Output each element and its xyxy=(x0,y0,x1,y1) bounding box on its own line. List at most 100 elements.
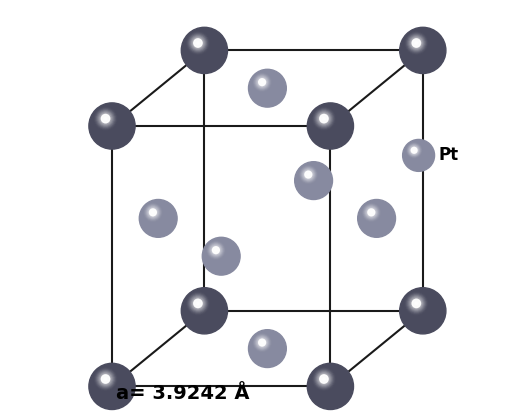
Circle shape xyxy=(249,330,286,368)
Circle shape xyxy=(323,118,325,120)
Circle shape xyxy=(307,363,353,410)
Circle shape xyxy=(412,299,421,307)
Circle shape xyxy=(256,76,268,88)
Circle shape xyxy=(98,372,113,386)
Circle shape xyxy=(315,370,333,388)
Circle shape xyxy=(256,336,268,349)
Circle shape xyxy=(323,378,325,380)
Circle shape xyxy=(409,145,419,155)
Circle shape xyxy=(181,288,227,334)
Circle shape xyxy=(253,333,271,352)
Circle shape xyxy=(411,147,417,153)
Circle shape xyxy=(299,166,317,183)
Circle shape xyxy=(145,205,161,220)
Circle shape xyxy=(302,168,314,181)
Circle shape xyxy=(405,32,428,55)
Circle shape xyxy=(192,297,204,310)
Circle shape xyxy=(318,112,330,125)
Circle shape xyxy=(253,334,271,351)
Circle shape xyxy=(212,247,220,254)
Circle shape xyxy=(194,299,202,307)
Circle shape xyxy=(364,205,378,219)
Circle shape xyxy=(367,208,376,217)
Circle shape xyxy=(412,39,421,47)
Circle shape xyxy=(312,107,336,130)
Circle shape xyxy=(414,301,419,305)
Circle shape xyxy=(295,162,333,200)
Circle shape xyxy=(195,300,201,307)
Circle shape xyxy=(407,143,422,158)
Circle shape xyxy=(147,206,159,218)
Circle shape xyxy=(301,168,315,181)
Circle shape xyxy=(414,41,419,45)
Circle shape xyxy=(406,32,427,54)
Circle shape xyxy=(210,244,222,256)
Circle shape xyxy=(363,204,380,221)
Circle shape xyxy=(206,241,225,260)
Circle shape xyxy=(400,288,446,334)
Circle shape xyxy=(406,142,422,158)
Circle shape xyxy=(258,338,266,347)
Circle shape xyxy=(413,300,420,307)
Circle shape xyxy=(400,27,446,74)
Circle shape xyxy=(193,38,203,48)
Circle shape xyxy=(148,207,158,218)
Circle shape xyxy=(314,370,334,389)
Circle shape xyxy=(254,335,270,350)
Circle shape xyxy=(214,248,218,252)
Circle shape xyxy=(191,296,205,311)
Circle shape xyxy=(408,144,420,156)
Circle shape xyxy=(304,170,313,179)
Circle shape xyxy=(258,339,266,346)
Circle shape xyxy=(104,377,108,381)
Circle shape xyxy=(358,200,396,237)
Circle shape xyxy=(322,116,326,121)
Circle shape xyxy=(412,148,416,152)
Circle shape xyxy=(189,34,208,52)
Circle shape xyxy=(321,116,327,122)
Circle shape xyxy=(257,77,267,87)
Circle shape xyxy=(320,375,328,383)
Circle shape xyxy=(260,79,265,85)
Circle shape xyxy=(318,373,330,386)
Circle shape xyxy=(211,245,221,255)
Circle shape xyxy=(209,243,223,257)
Circle shape xyxy=(316,111,332,126)
Circle shape xyxy=(190,34,206,52)
Circle shape xyxy=(139,200,177,237)
Circle shape xyxy=(194,299,202,307)
Circle shape xyxy=(306,172,311,177)
Circle shape xyxy=(254,74,270,90)
Circle shape xyxy=(313,368,335,390)
Circle shape xyxy=(193,298,203,309)
Circle shape xyxy=(368,209,375,216)
Circle shape xyxy=(194,39,202,47)
Circle shape xyxy=(258,78,266,87)
Circle shape xyxy=(258,339,266,346)
Circle shape xyxy=(370,212,372,213)
Circle shape xyxy=(150,209,156,216)
Circle shape xyxy=(255,336,269,349)
Circle shape xyxy=(410,146,419,155)
Circle shape xyxy=(313,108,335,129)
Circle shape xyxy=(258,79,266,86)
Circle shape xyxy=(196,41,200,45)
Circle shape xyxy=(258,79,266,86)
Circle shape xyxy=(412,39,421,47)
Circle shape xyxy=(99,112,112,125)
Circle shape xyxy=(257,337,267,348)
Circle shape xyxy=(305,171,312,178)
Circle shape xyxy=(181,27,227,74)
Circle shape xyxy=(408,34,425,52)
Circle shape xyxy=(102,114,110,123)
Circle shape xyxy=(410,297,423,310)
Circle shape xyxy=(320,115,328,123)
Circle shape xyxy=(362,203,381,222)
Circle shape xyxy=(146,205,160,219)
Circle shape xyxy=(300,167,316,182)
Circle shape xyxy=(316,372,332,386)
Text: Pt: Pt xyxy=(439,147,459,164)
Circle shape xyxy=(151,210,155,214)
Circle shape xyxy=(189,294,208,313)
Circle shape xyxy=(253,73,271,92)
